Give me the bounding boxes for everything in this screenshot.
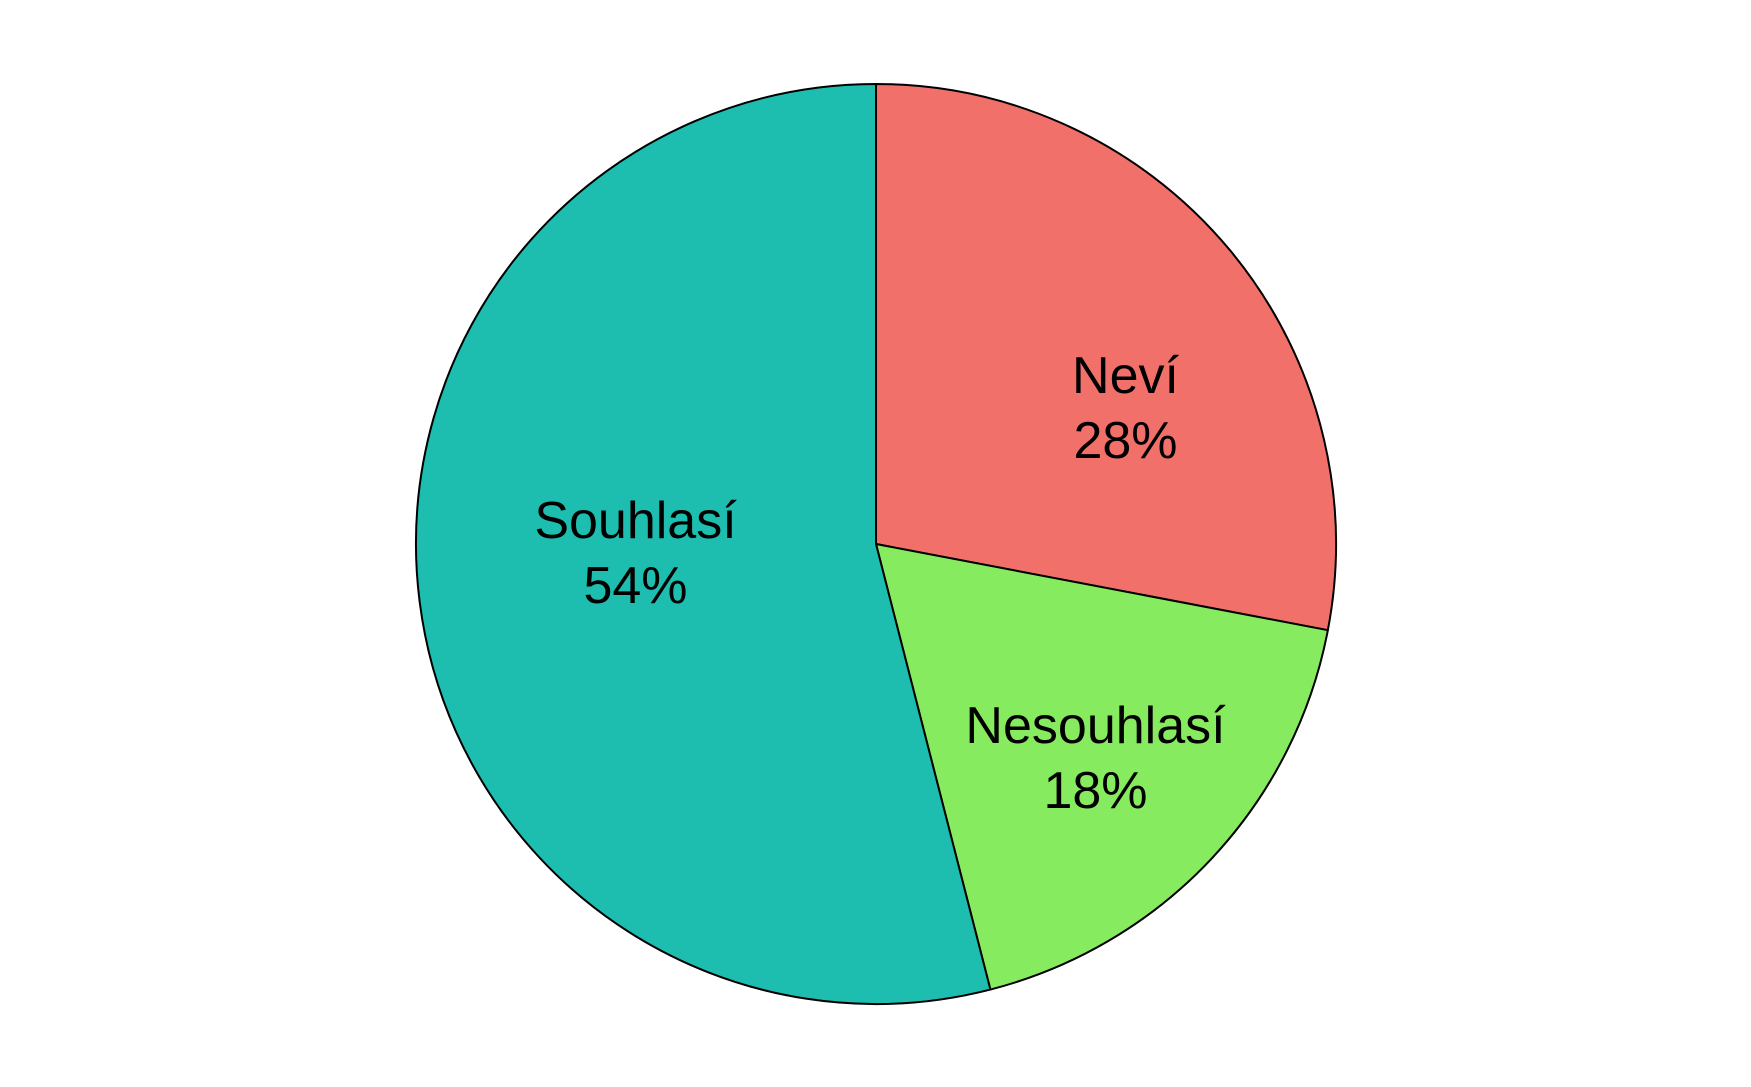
pie-slice	[876, 84, 1336, 630]
pie-svg	[326, 44, 1426, 1044]
pie-chart: Neví28%Nesouhlasí18%Souhlasí54%	[326, 44, 1426, 1044]
